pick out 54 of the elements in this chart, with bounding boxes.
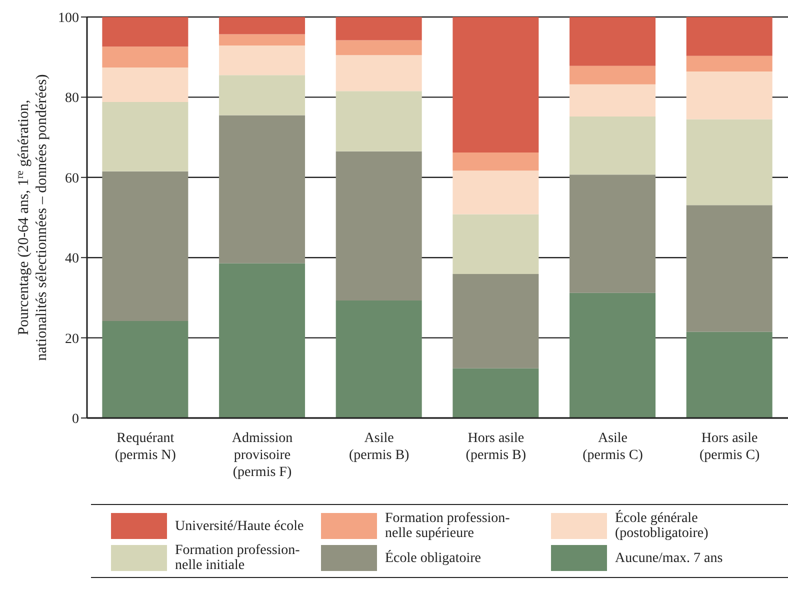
y-tick-label: 80 — [65, 91, 79, 106]
bar — [570, 174, 656, 293]
bar — [102, 171, 188, 321]
bar — [336, 55, 422, 92]
y-tick-label: 20 — [65, 332, 79, 347]
bar — [102, 46, 188, 68]
x-tick-label: Asile (permis C) — [582, 431, 644, 463]
bar — [336, 17, 422, 40]
y-tick-label: 0 — [72, 412, 79, 427]
legend-label: Aucune/max. 7 ans — [615, 550, 723, 566]
bar — [102, 102, 188, 172]
y-tick-label: 100 — [58, 10, 79, 26]
bar — [219, 75, 306, 116]
x-tick-label: Asile (permis B) — [348, 431, 410, 463]
bar — [570, 84, 656, 116]
bar — [336, 91, 422, 152]
bar — [686, 56, 772, 72]
bar — [102, 320, 188, 418]
legend-label: Formation profession- nelle supérieure — [385, 511, 510, 541]
legend-label: Université/Haute école — [175, 518, 304, 534]
bar — [686, 205, 772, 332]
x-tick-label: Requérant (permis N) — [114, 431, 176, 463]
y-tick-label: 40 — [65, 252, 79, 267]
bar — [219, 263, 306, 418]
bar — [570, 66, 656, 84]
x-tick-label: Admission provisoire (permis F) — [232, 431, 293, 480]
x-tick-label: Hors asile (permis C) — [699, 431, 760, 463]
legend-label: École obligatoire — [385, 550, 482, 566]
bar — [452, 368, 539, 418]
bar — [686, 119, 772, 206]
bar — [452, 214, 539, 274]
bar — [219, 115, 306, 264]
bar — [336, 151, 422, 301]
bar — [219, 34, 306, 46]
x-tick-label: Hors asile (permis B) — [466, 431, 526, 463]
bar — [102, 68, 188, 102]
bar — [336, 40, 422, 56]
y-tick-label: 60 — [65, 171, 79, 186]
bar — [686, 17, 772, 56]
bar — [452, 17, 539, 153]
bar — [686, 332, 772, 418]
bar — [219, 45, 306, 76]
bar — [570, 17, 656, 66]
bar — [452, 152, 539, 171]
legend-label: École générale (postobligatoire) — [615, 511, 708, 541]
bar — [219, 17, 306, 34]
bar — [452, 274, 539, 368]
bar — [686, 72, 772, 120]
bar — [570, 116, 656, 175]
bar — [570, 292, 656, 418]
bar — [452, 170, 539, 214]
bar — [102, 17, 188, 47]
legend-label: Formation profession- nelle initiale — [175, 543, 300, 573]
bar — [336, 300, 422, 418]
